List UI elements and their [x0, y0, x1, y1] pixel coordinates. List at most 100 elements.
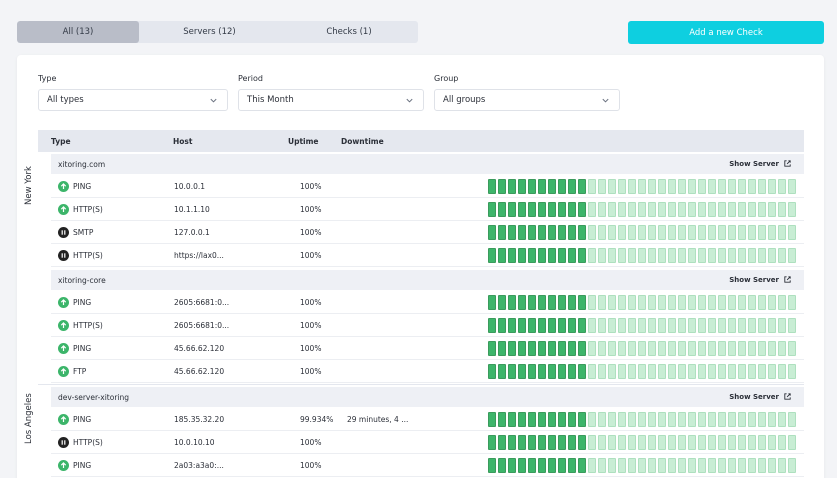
uptime-day-bar[interactable] — [568, 202, 576, 217]
uptime-day-bar[interactable] — [568, 318, 576, 333]
uptime-day-bar[interactable] — [738, 435, 746, 450]
tab-checks[interactable]: Checks (1) — [326, 27, 372, 37]
uptime-day-bar[interactable] — [588, 364, 596, 379]
uptime-day-bar[interactable] — [518, 364, 526, 379]
uptime-day-bar[interactable] — [748, 318, 756, 333]
uptime-day-bar[interactable] — [558, 295, 566, 310]
uptime-day-bar[interactable] — [758, 458, 766, 473]
uptime-day-bar[interactable] — [508, 364, 516, 379]
uptime-day-bar[interactable] — [548, 318, 556, 333]
uptime-day-bar[interactable] — [488, 179, 496, 194]
tab-servers[interactable]: Servers (12) — [183, 27, 236, 37]
uptime-day-bar[interactable] — [498, 225, 506, 240]
uptime-day-bar[interactable] — [728, 458, 736, 473]
check-row[interactable]: PING 2a03:a3a0:... 100% — [51, 454, 804, 477]
uptime-day-bar[interactable] — [638, 202, 646, 217]
uptime-day-bar[interactable] — [538, 341, 546, 356]
uptime-day-bar[interactable] — [498, 295, 506, 310]
uptime-day-bar[interactable] — [788, 318, 796, 333]
uptime-day-bar[interactable] — [538, 318, 546, 333]
uptime-day-bar[interactable] — [518, 295, 526, 310]
uptime-day-bar[interactable] — [628, 341, 636, 356]
uptime-day-bar[interactable] — [568, 295, 576, 310]
uptime-day-bar[interactable] — [488, 458, 496, 473]
uptime-day-bar[interactable] — [578, 435, 586, 450]
uptime-day-bar[interactable] — [518, 341, 526, 356]
uptime-day-bar[interactable] — [538, 248, 546, 263]
uptime-day-bar[interactable] — [708, 458, 716, 473]
uptime-day-bar[interactable] — [558, 364, 566, 379]
uptime-day-bar[interactable] — [498, 412, 506, 427]
uptime-day-bar[interactable] — [678, 364, 686, 379]
uptime-day-bar[interactable] — [708, 295, 716, 310]
uptime-day-bar[interactable] — [618, 435, 626, 450]
uptime-day-bar[interactable] — [758, 364, 766, 379]
uptime-day-bar[interactable] — [678, 412, 686, 427]
uptime-day-bar[interactable] — [778, 458, 786, 473]
uptime-day-bar[interactable] — [498, 364, 506, 379]
uptime-day-bar[interactable] — [678, 318, 686, 333]
uptime-day-bar[interactable] — [518, 318, 526, 333]
uptime-day-bar[interactable] — [748, 364, 756, 379]
uptime-day-bar[interactable] — [728, 412, 736, 427]
uptime-day-bar[interactable] — [668, 458, 676, 473]
uptime-day-bar[interactable] — [768, 364, 776, 379]
uptime-day-bar[interactable] — [718, 225, 726, 240]
uptime-day-bar[interactable] — [778, 364, 786, 379]
show-server-link[interactable]: Show Server — [729, 275, 792, 284]
uptime-day-bar[interactable] — [638, 179, 646, 194]
uptime-day-bar[interactable] — [548, 435, 556, 450]
uptime-day-bar[interactable] — [738, 248, 746, 263]
uptime-day-bar[interactable] — [708, 225, 716, 240]
uptime-day-bar[interactable] — [498, 248, 506, 263]
uptime-day-bar[interactable] — [518, 248, 526, 263]
uptime-day-bar[interactable] — [528, 341, 536, 356]
uptime-day-bar[interactable] — [538, 364, 546, 379]
uptime-day-bar[interactable] — [598, 225, 606, 240]
uptime-day-bar[interactable] — [498, 179, 506, 194]
uptime-day-bar[interactable] — [488, 225, 496, 240]
uptime-day-bar[interactable] — [648, 318, 656, 333]
uptime-day-bar[interactable] — [658, 295, 666, 310]
uptime-day-bar[interactable] — [628, 202, 636, 217]
uptime-day-bar[interactable] — [548, 225, 556, 240]
uptime-day-bar[interactable] — [648, 412, 656, 427]
uptime-day-bar[interactable] — [538, 202, 546, 217]
uptime-day-bar[interactable] — [698, 412, 706, 427]
uptime-day-bar[interactable] — [588, 202, 596, 217]
uptime-day-bar[interactable] — [728, 202, 736, 217]
uptime-day-bar[interactable] — [718, 295, 726, 310]
uptime-day-bar[interactable] — [488, 341, 496, 356]
uptime-day-bar[interactable] — [578, 458, 586, 473]
uptime-day-bar[interactable] — [688, 458, 696, 473]
uptime-day-bar[interactable] — [718, 364, 726, 379]
uptime-day-bar[interactable] — [518, 225, 526, 240]
uptime-day-bar[interactable] — [618, 295, 626, 310]
uptime-day-bar[interactable] — [598, 295, 606, 310]
uptime-day-bar[interactable] — [788, 364, 796, 379]
uptime-day-bar[interactable] — [698, 179, 706, 194]
uptime-day-bar[interactable] — [578, 341, 586, 356]
uptime-day-bar[interactable] — [698, 225, 706, 240]
uptime-day-bar[interactable] — [768, 225, 776, 240]
uptime-day-bar[interactable] — [598, 202, 606, 217]
uptime-day-bar[interactable] — [698, 202, 706, 217]
uptime-day-bar[interactable] — [528, 202, 536, 217]
uptime-day-bar[interactable] — [558, 248, 566, 263]
uptime-day-bar[interactable] — [728, 295, 736, 310]
uptime-day-bar[interactable] — [688, 295, 696, 310]
uptime-day-bar[interactable] — [638, 295, 646, 310]
uptime-day-bar[interactable] — [508, 318, 516, 333]
uptime-day-bar[interactable] — [748, 412, 756, 427]
uptime-day-bar[interactable] — [738, 364, 746, 379]
uptime-day-bar[interactable] — [718, 179, 726, 194]
uptime-day-bar[interactable] — [608, 318, 616, 333]
uptime-day-bar[interactable] — [578, 248, 586, 263]
uptime-day-bar[interactable] — [778, 248, 786, 263]
uptime-day-bar[interactable] — [758, 179, 766, 194]
uptime-day-bar[interactable] — [728, 225, 736, 240]
uptime-day-bar[interactable] — [778, 412, 786, 427]
uptime-day-bar[interactable] — [708, 364, 716, 379]
uptime-day-bar[interactable] — [688, 179, 696, 194]
uptime-day-bar[interactable] — [548, 341, 556, 356]
